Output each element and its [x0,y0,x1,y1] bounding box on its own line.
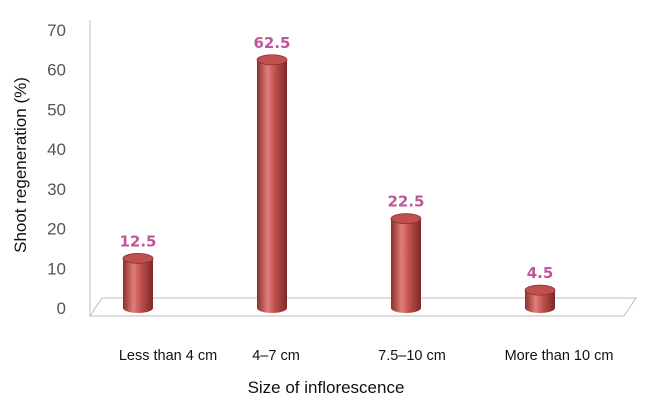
bar-top [390,213,422,225]
category-label: Less than 4 cm [119,348,217,364]
y-axis-title: Shoot regeneration (%) [11,77,30,253]
y-tick-label: 50 [47,100,66,119]
bar [524,284,556,313]
data-labels: 12.5 62.5 22.5 4.5 [119,34,553,282]
x-axis-title: Size of inflorescence [248,378,405,397]
bar-series [122,54,556,314]
data-label: 4.5 [527,264,554,282]
bar-body [525,290,555,313]
y-tick-label: 10 [47,259,66,278]
category-label: 7.5–10 cm [378,348,446,364]
bar-top [524,284,556,296]
category-label: More than 10 cm [505,348,614,364]
category-labels: Less than 4 cm 4–7 cm 7.5–10 cm More than 1… [119,348,614,364]
bar-body [123,258,153,313]
bar-body [391,218,421,313]
chart-floor [89,297,637,317]
y-tick-label: 40 [47,140,66,159]
bar-top [256,54,288,66]
y-tick-label: 0 [57,299,66,318]
y-tick-labels: 0 10 20 30 40 50 60 70 [47,21,66,318]
data-label: 22.5 [387,193,424,211]
bar-top [122,252,154,264]
data-label: 12.5 [119,232,156,250]
data-label: 62.5 [253,34,290,52]
y-tick-label: 70 [47,21,66,40]
category-label: 4–7 cm [252,348,300,364]
y-tick-label: 60 [47,61,66,80]
bar-body [257,59,287,314]
bar [390,213,422,313]
y-tick-label: 20 [47,220,66,239]
bar [122,252,154,313]
bar [256,54,288,314]
y-tick-label: 30 [47,180,66,199]
